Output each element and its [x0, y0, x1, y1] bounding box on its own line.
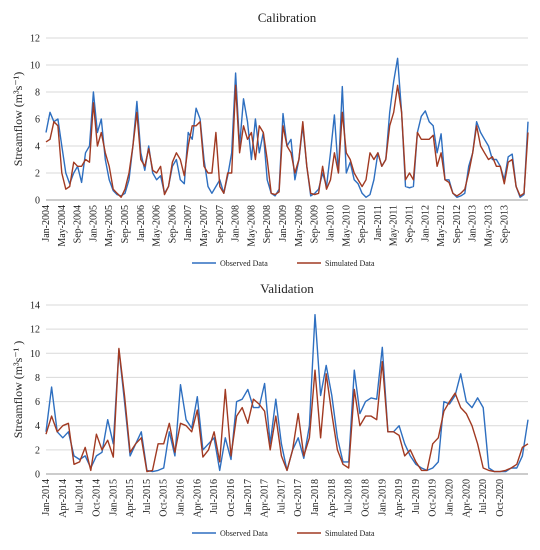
- x-tick-label: Jul-2015: [142, 479, 153, 514]
- x-tick-label: Jan-2013: [468, 205, 479, 242]
- x-tick-label: May-2010: [341, 205, 352, 247]
- x-tick-label: Sep-2011: [404, 205, 415, 243]
- x-tick-label: Apr-2014: [58, 479, 69, 518]
- x-tick-label: May-2009: [294, 205, 305, 247]
- series-line-simulated: [45, 84, 529, 199]
- x-tick-label: Jul-2016: [209, 479, 220, 514]
- x-tick-label: Jan-2012: [420, 205, 431, 242]
- x-tick-label: Jul-2019: [411, 479, 422, 514]
- x-tick-label: Oct-2016: [226, 479, 237, 517]
- x-tick-label: Jul-2017: [276, 479, 287, 514]
- x-tick-label: Jan-2014: [41, 479, 52, 516]
- legend-label: Simulated Data: [325, 259, 375, 268]
- y-tick-label: 6: [35, 397, 40, 408]
- x-tick-label: Jan-2020: [445, 479, 456, 516]
- y-tick-label: 14: [30, 301, 40, 312]
- x-tick-label: May-2008: [246, 205, 257, 247]
- legend-label: Simulated Data: [325, 529, 375, 538]
- x-tick-label: Jan-2008: [231, 205, 242, 242]
- chart-title: Validation: [260, 281, 314, 296]
- y-tick-label: 10: [30, 61, 40, 72]
- x-tick-label: May-2005: [104, 205, 115, 247]
- y-tick-label: 4: [35, 421, 40, 432]
- x-tick-label: Jan-2010: [325, 205, 336, 242]
- y-tick-label: 12: [30, 34, 40, 45]
- x-tick-label: Sep-2009: [310, 205, 321, 243]
- x-tick-label: Apr-2016: [192, 479, 203, 518]
- x-tick-label: Sep-2004: [73, 205, 84, 243]
- x-tick-label: Apr-2018: [327, 479, 338, 518]
- chart-title: Calibration: [258, 10, 317, 25]
- legend-label: Observed Data: [220, 259, 268, 268]
- x-tick-label: May-2013: [483, 205, 494, 247]
- x-tick-label: Oct-2018: [360, 479, 371, 517]
- y-tick-label: 4: [35, 142, 40, 153]
- y-tick-label: 6: [35, 115, 40, 126]
- y-tick-label: 0: [35, 470, 40, 481]
- x-tick-label: Jan-2007: [183, 205, 194, 242]
- y-axis-label: Streamflow (m³s⁻¹): [11, 72, 25, 167]
- x-tick-label: May-2006: [152, 205, 163, 247]
- y-tick-label: 12: [30, 325, 40, 336]
- x-tick-label: Oct-2019: [428, 479, 439, 517]
- x-tick-label: Jul-2020: [478, 479, 489, 514]
- x-tick-label: Sep-2006: [167, 205, 178, 243]
- x-tick-label: Jan-2004: [41, 205, 52, 242]
- x-tick-label: Sep-2008: [262, 205, 273, 243]
- legend-label: Observed Data: [220, 529, 268, 538]
- y-tick-label: 2: [35, 169, 40, 180]
- x-tick-label: Apr-2020: [461, 479, 472, 518]
- y-tick-label: 2: [35, 445, 40, 456]
- y-tick-label: 8: [35, 88, 40, 99]
- x-tick-label: May-2004: [57, 205, 68, 247]
- x-tick-label: Oct-2015: [159, 479, 170, 517]
- series-line-simulated: [45, 347, 529, 473]
- y-axis-label: Streamflow (m³s⁻¹ ): [11, 341, 25, 439]
- x-tick-label: Sep-2005: [120, 205, 131, 243]
- x-tick-label: Jan-2006: [136, 205, 147, 242]
- x-tick-label: Jan-2015: [108, 479, 119, 516]
- x-tick-label: Jan-2016: [176, 479, 187, 516]
- x-tick-label: Jul-2014: [75, 479, 86, 514]
- x-tick-label: Jan-2011: [373, 205, 384, 241]
- x-tick-label: Oct-2014: [91, 479, 102, 517]
- y-tick-label: 0: [35, 196, 40, 207]
- x-tick-label: Apr-2017: [260, 479, 271, 518]
- x-tick-label: Apr-2019: [394, 479, 405, 518]
- x-tick-label: Oct-2017: [293, 479, 304, 517]
- x-tick-label: May-2011: [389, 205, 400, 246]
- x-tick-label: Sep-2007: [215, 205, 226, 243]
- x-tick-label: Apr-2015: [125, 479, 136, 518]
- x-tick-label: Sep-2012: [452, 205, 463, 243]
- y-tick-label: 8: [35, 373, 40, 384]
- x-tick-label: Oct-2020: [495, 479, 506, 517]
- x-tick-label: Jan-2018: [310, 479, 321, 516]
- x-tick-label: Sep-2010: [357, 205, 368, 243]
- x-tick-label: Jan-2005: [88, 205, 99, 242]
- x-tick-label: Jan-2017: [243, 479, 254, 516]
- series-line-observed: [45, 57, 529, 199]
- y-tick-label: 10: [30, 349, 40, 360]
- x-tick-label: Jan-2009: [278, 205, 289, 242]
- x-tick-label: Jan-2019: [377, 479, 388, 516]
- x-tick-label: Jul-2018: [344, 479, 355, 514]
- x-tick-label: Sep-2013: [499, 205, 510, 243]
- x-tick-label: May-2012: [436, 205, 447, 247]
- x-tick-label: May-2007: [199, 205, 210, 247]
